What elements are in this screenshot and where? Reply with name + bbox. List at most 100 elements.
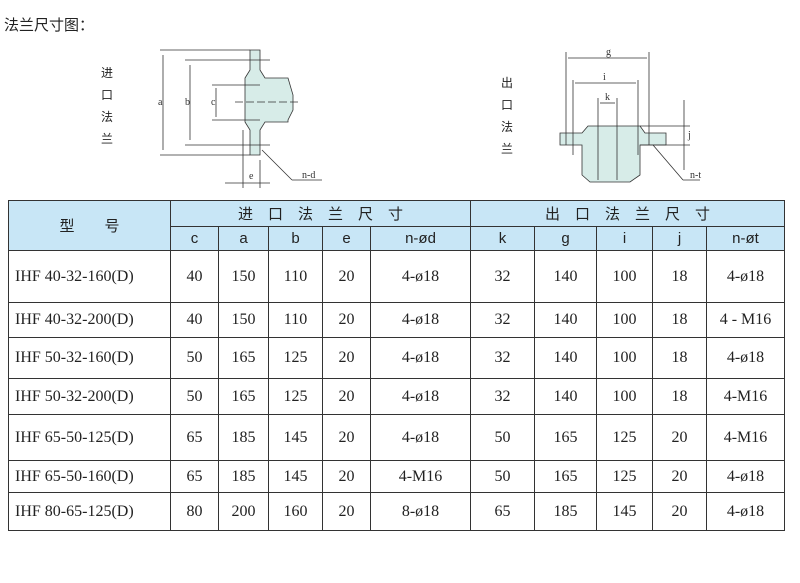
- column-header-j: j: [652, 226, 707, 251]
- value-cell: 140: [534, 378, 597, 415]
- value-cell: 18: [652, 337, 707, 379]
- model-cell: IHF 65-50-125(D): [8, 414, 171, 461]
- value-cell: 20: [322, 378, 371, 415]
- value-cell: 20: [652, 460, 707, 493]
- value-cell: 4-ø18: [706, 492, 785, 531]
- value-cell: 200: [218, 492, 269, 531]
- value-cell: 4-M16: [706, 378, 785, 415]
- dim-nd-label: n-d: [302, 170, 315, 181]
- value-cell: 65: [170, 460, 219, 493]
- value-cell: 145: [268, 460, 323, 493]
- column-header-a: a: [218, 226, 269, 251]
- model-cell: IHF 40-32-200(D): [8, 302, 171, 338]
- dim-nt-label: n-t: [690, 170, 701, 181]
- value-cell: 4 - M16: [706, 302, 785, 338]
- table-row: IHF 80-65-125(D) 80 200 160 20 8-ø18 65 185 145 2…: [8, 492, 785, 531]
- value-cell: 125: [596, 414, 653, 461]
- value-cell: 18: [652, 378, 707, 415]
- model-cell: IHF 50-32-200(D): [8, 378, 171, 415]
- value-cell: 50: [470, 414, 535, 461]
- value-cell: 150: [218, 250, 269, 303]
- dim-k-label: k: [605, 92, 610, 103]
- model-cell: IHF 65-50-160(D): [8, 460, 171, 493]
- table-row: IHF 50-32-160(D) 50 165 125 20 4-ø18 32 140 100 1…: [8, 337, 785, 379]
- value-cell: 4-ø18: [370, 337, 471, 379]
- dim-a-label: a: [158, 97, 163, 108]
- value-cell: 165: [218, 337, 269, 379]
- model-cell: IHF 40-32-160(D): [8, 250, 171, 303]
- value-cell: 4-ø18: [370, 414, 471, 461]
- table-row: IHF 65-50-160(D) 65 185 145 20 4-M16 50 165 125 2…: [8, 460, 785, 493]
- value-cell: 140: [534, 250, 597, 303]
- value-cell: 32: [470, 302, 535, 338]
- dim-i-label: i: [603, 72, 606, 83]
- table-row: IHF 40-32-200(D) 40 150 110 20 4-ø18 32 140 100 1…: [8, 302, 785, 338]
- value-cell: 125: [268, 378, 323, 415]
- value-cell: 165: [218, 378, 269, 415]
- value-cell: 185: [218, 460, 269, 493]
- dim-j-label: j: [687, 130, 691, 141]
- column-header-e: e: [322, 226, 371, 251]
- value-cell: 18: [652, 302, 707, 338]
- column-header-b: b: [268, 226, 323, 251]
- value-cell: 165: [534, 460, 597, 493]
- value-cell: 50: [170, 378, 219, 415]
- value-cell: 20: [322, 250, 371, 303]
- dim-c-label: c: [211, 97, 216, 108]
- dim-g-label: g: [606, 47, 611, 58]
- column-header-n-øt: n-øt: [706, 226, 785, 251]
- column-header-i: i: [596, 226, 653, 251]
- value-cell: 100: [596, 337, 653, 379]
- value-cell: 185: [218, 414, 269, 461]
- value-cell: 20: [322, 414, 371, 461]
- value-cell: 100: [596, 302, 653, 338]
- outlet-flange-drawing: [559, 52, 700, 183]
- dim-b-label: b: [185, 97, 190, 108]
- value-cell: 160: [268, 492, 323, 531]
- column-header-c: c: [170, 226, 219, 251]
- flange-dimension-drawings: a b c e n-d g i k j n-t: [158, 47, 701, 188]
- model-cell: IHF 50-32-160(D): [8, 337, 171, 379]
- value-cell: 18: [652, 250, 707, 303]
- value-cell: 8-ø18: [370, 492, 471, 531]
- value-cell: 32: [470, 378, 535, 415]
- flange-dimension-table: 型 号 进 口 法 兰 尺 寸 出 口 法 兰 尺 寸 c a b e n-ød k g i j…: [8, 200, 785, 531]
- value-cell: 4-ø18: [706, 250, 785, 303]
- value-cell: 125: [596, 460, 653, 493]
- value-cell: 4-ø18: [370, 250, 471, 303]
- value-cell: 40: [170, 302, 219, 338]
- value-cell: 100: [596, 250, 653, 303]
- value-cell: 140: [534, 302, 597, 338]
- value-cell: 150: [218, 302, 269, 338]
- table-row: IHF 65-50-125(D) 65 185 145 20 4-ø18 50 165 125 2…: [8, 414, 785, 461]
- value-cell: 20: [322, 302, 371, 338]
- table-row: IHF 50-32-200(D) 50 165 125 20 4-ø18 32 140 100 1…: [8, 378, 785, 415]
- inlet-header: 进 口 法 兰 尺 寸: [170, 200, 471, 227]
- column-header-g: g: [534, 226, 597, 251]
- value-cell: 4-ø18: [706, 337, 785, 379]
- value-cell: 32: [470, 337, 535, 379]
- column-header-n-ød: n-ød: [370, 226, 471, 251]
- value-cell: 4-M16: [706, 414, 785, 461]
- value-cell: 80: [170, 492, 219, 531]
- value-cell: 185: [534, 492, 597, 531]
- value-cell: 4-ø18: [706, 460, 785, 493]
- value-cell: 20: [652, 414, 707, 461]
- value-cell: 50: [470, 460, 535, 493]
- value-cell: 4-ø18: [370, 378, 471, 415]
- value-cell: 140: [534, 337, 597, 379]
- page-title: 法兰尺寸图：: [4, 16, 95, 34]
- value-cell: 110: [268, 302, 323, 338]
- value-cell: 32: [470, 250, 535, 303]
- value-cell: 50: [170, 337, 219, 379]
- value-cell: 20: [322, 492, 371, 531]
- value-cell: 20: [652, 492, 707, 531]
- value-cell: 125: [268, 337, 323, 379]
- outlet-header: 出 口 法 兰 尺 寸: [470, 200, 785, 227]
- model-cell: IHF 80-65-125(D): [8, 492, 171, 531]
- value-cell: 20: [322, 337, 371, 379]
- value-cell: 65: [170, 414, 219, 461]
- value-cell: 4-M16: [370, 460, 471, 493]
- value-cell: 40: [170, 250, 219, 303]
- outlet-flange-label: 出口法兰: [500, 76, 513, 156]
